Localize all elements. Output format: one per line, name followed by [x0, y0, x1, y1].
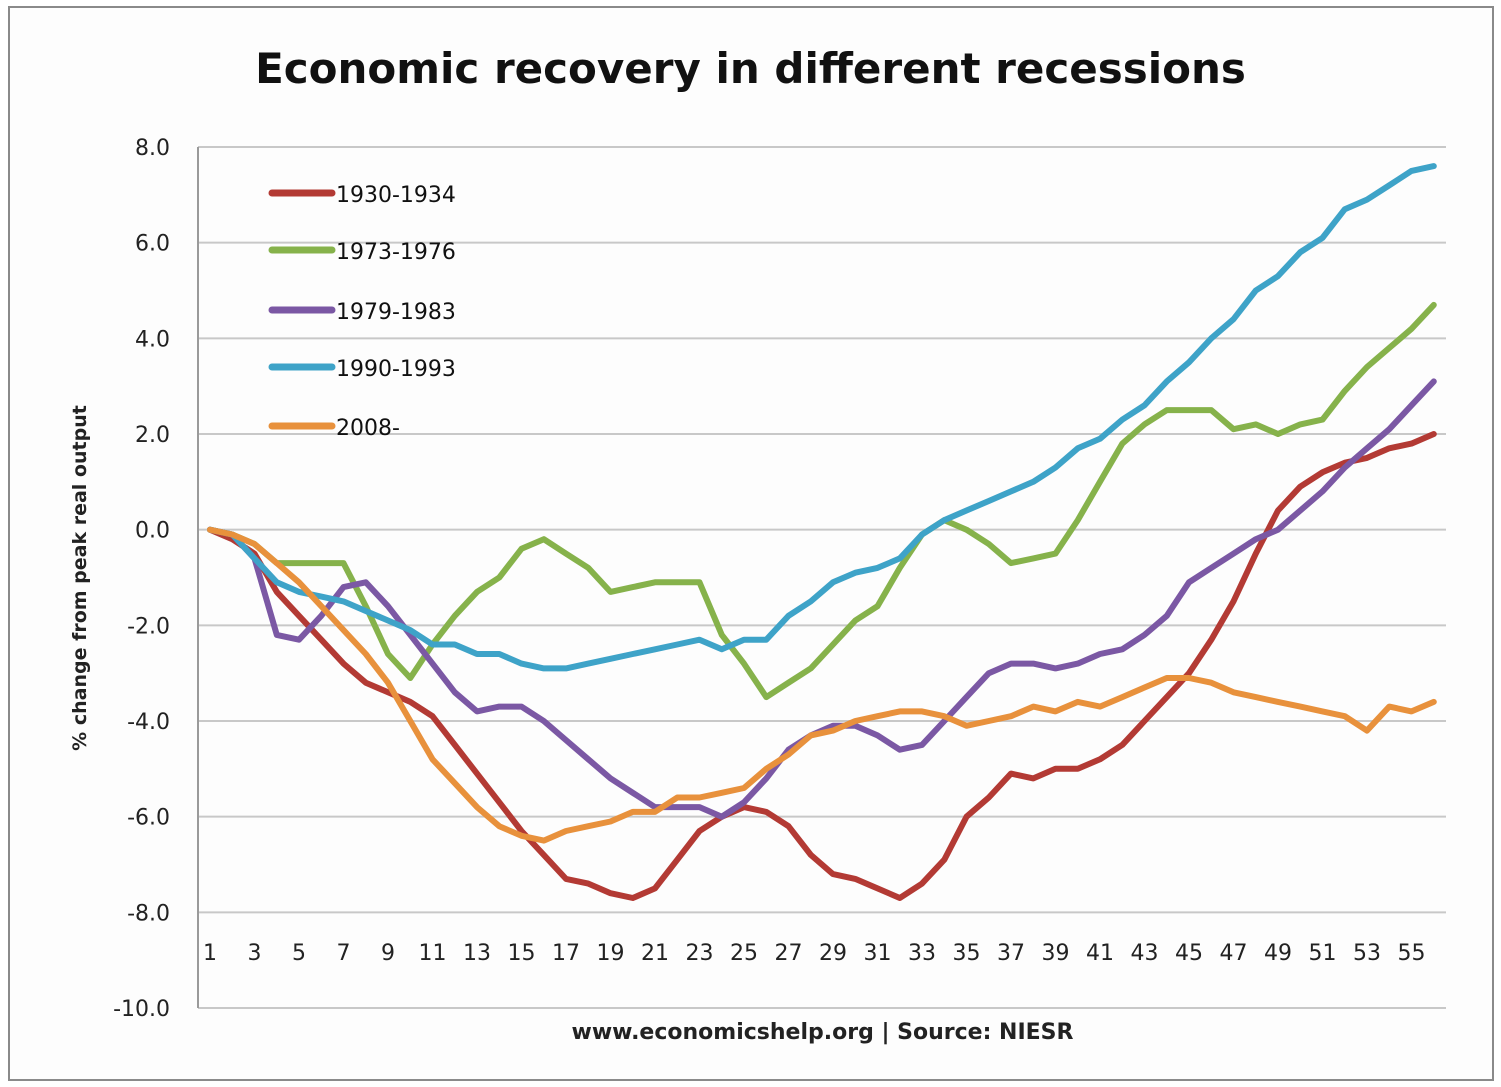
- x-tick-label: 21: [641, 941, 669, 966]
- x-tick-label: 29: [819, 941, 847, 966]
- y-tick-label: -6.0: [127, 806, 170, 831]
- x-tick-label: 43: [1131, 941, 1159, 966]
- y-tick-label: -8.0: [127, 901, 170, 926]
- x-tick-label: 47: [1220, 941, 1248, 966]
- x-tick-label: 13: [463, 941, 491, 966]
- x-tick-label: 23: [686, 941, 714, 966]
- chart-title: Economic recovery in different recession…: [255, 44, 1246, 93]
- y-tick-label: 8.0: [135, 136, 170, 161]
- series-line-1990-1993: [207, 163, 1437, 672]
- x-tick-label: 53: [1353, 941, 1381, 966]
- x-tick-label: 35: [953, 941, 981, 966]
- y-tick-label: 6.0: [135, 232, 170, 257]
- series-line-1973-1976: [207, 301, 1437, 701]
- x-tick-label: 25: [730, 941, 758, 966]
- x-tick-label: 1: [203, 941, 217, 966]
- y-tick-label: 0.0: [135, 519, 170, 544]
- x-tick-label: 55: [1398, 941, 1426, 966]
- x-tick-label: 33: [908, 941, 936, 966]
- x-tick-label: 7: [337, 941, 351, 966]
- series-line-1930-1934: [207, 431, 1437, 901]
- x-tick-label: 51: [1309, 941, 1337, 966]
- legend-label: 1979-1983: [336, 300, 456, 325]
- legend-label: 2008-: [336, 416, 400, 441]
- y-tick-label: 4.0: [135, 327, 170, 352]
- x-tick-label: 27: [775, 941, 803, 966]
- x-tick-label: 11: [419, 941, 447, 966]
- legend-label: 1990-1993: [336, 357, 456, 382]
- x-tick-label: 41: [1086, 941, 1114, 966]
- y-tick-label: -10.0: [113, 997, 170, 1022]
- y-tick-label: -2.0: [127, 614, 170, 639]
- legend-label: 1930-1934: [336, 183, 456, 208]
- x-tick-label: 49: [1264, 941, 1292, 966]
- legend-label: 1973-1976: [336, 240, 456, 265]
- x-tick-label: 3: [248, 941, 262, 966]
- x-tick-label: 19: [597, 941, 625, 966]
- y-tick-label: -4.0: [127, 710, 170, 735]
- series-line-1979-1983: [207, 378, 1437, 820]
- x-tick-label: 15: [508, 941, 536, 966]
- x-tick-label: 31: [864, 941, 892, 966]
- series-line-2008-: [207, 526, 1437, 844]
- x-tick-label: 45: [1175, 941, 1203, 966]
- x-tick-label: 5: [292, 941, 306, 966]
- x-tick-label: 39: [1042, 941, 1070, 966]
- x-tick-label: 17: [552, 941, 580, 966]
- source-note: www.economicshelp.org | Source: NIESR: [571, 1020, 1074, 1045]
- x-tick-label: 37: [997, 941, 1025, 966]
- y-tick-label: 2.0: [135, 423, 170, 448]
- x-tick-label: 9: [381, 941, 395, 966]
